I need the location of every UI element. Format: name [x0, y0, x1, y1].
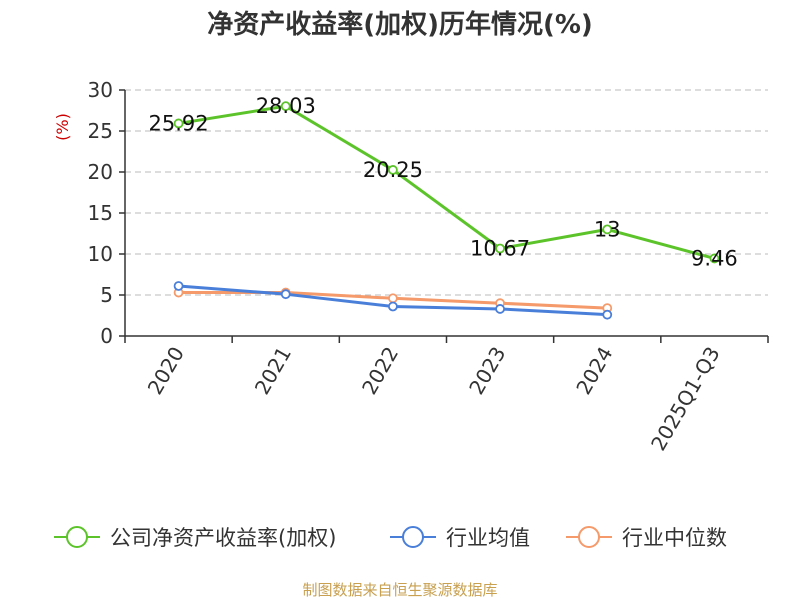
y-tick-label-30: 30 — [88, 78, 113, 102]
point-1-1 — [280, 289, 291, 300]
legend-marker-1 — [402, 526, 424, 548]
y-tick-label-5: 5 — [100, 283, 113, 307]
x-tick-labels: 2020 2021 2022 2023 2024 2025Q1-Q3 — [143, 343, 725, 455]
legend-marker-2 — [578, 526, 600, 548]
y-tick-label-0: 0 — [100, 324, 113, 348]
data-label-2: 20.25 — [363, 158, 423, 182]
data-label-1: 28.03 — [256, 94, 316, 118]
point-0-5 — [709, 253, 720, 264]
series-group — [173, 101, 720, 320]
point-0-0 — [173, 118, 184, 129]
x-tick-label-2025Q1-Q3: 2025Q1-Q3 — [646, 343, 725, 455]
point-2-2 — [388, 293, 398, 304]
legend-label-2: 行业中位数 — [622, 526, 727, 550]
data-labels: 25.92 28.03 20.25 10.67 13 9.46 — [149, 94, 738, 270]
data-label-5: 9.46 — [691, 246, 738, 270]
x-tick-label-2020: 2020 — [143, 343, 189, 399]
y-tick-label-10: 10 — [88, 242, 113, 266]
axes — [119, 89, 769, 343]
x-tick-label-2021: 2021 — [250, 343, 296, 399]
series-line-0 — [178, 104, 715, 260]
legend-label-0: 公司净资产收益率(加权) — [110, 526, 336, 550]
data-label-4: 13 — [594, 217, 621, 241]
legend: 公司净资产收益率(加权) 行业均值 行业中位数 — [54, 526, 727, 550]
y-tick-label-25: 25 — [88, 119, 113, 143]
point-1-0 — [173, 281, 184, 291]
point-0-3 — [495, 243, 505, 254]
data-label-0: 25.92 — [149, 111, 209, 135]
point-1-2 — [388, 301, 398, 312]
point-0-2 — [388, 165, 398, 175]
grid-lines — [125, 89, 768, 296]
y-axis-label: (%) — [53, 113, 72, 141]
x-tick-label-2022: 2022 — [357, 343, 403, 399]
chart-title: 净资产收益率(加权)历年情况(%) — [207, 9, 593, 40]
point-1-3 — [495, 304, 505, 314]
point-0-4 — [602, 224, 613, 235]
point-0-1 — [280, 101, 291, 112]
y-tick-label-15: 15 — [88, 201, 113, 225]
y-tick-labels: 0 5 10 15 20 25 30 — [88, 78, 113, 348]
legend-marker-0 — [66, 526, 88, 548]
x-tick-label-2023: 2023 — [464, 343, 510, 399]
y-tick-label-20: 20 — [88, 160, 113, 184]
data-label-3: 10.67 — [470, 237, 530, 261]
legend-label-1: 行业均值 — [446, 526, 530, 550]
source-note: 制图数据来自恒生聚源数据库 — [302, 581, 497, 599]
x-tick-label-2024: 2024 — [571, 343, 617, 399]
point-1-4 — [602, 309, 613, 320]
